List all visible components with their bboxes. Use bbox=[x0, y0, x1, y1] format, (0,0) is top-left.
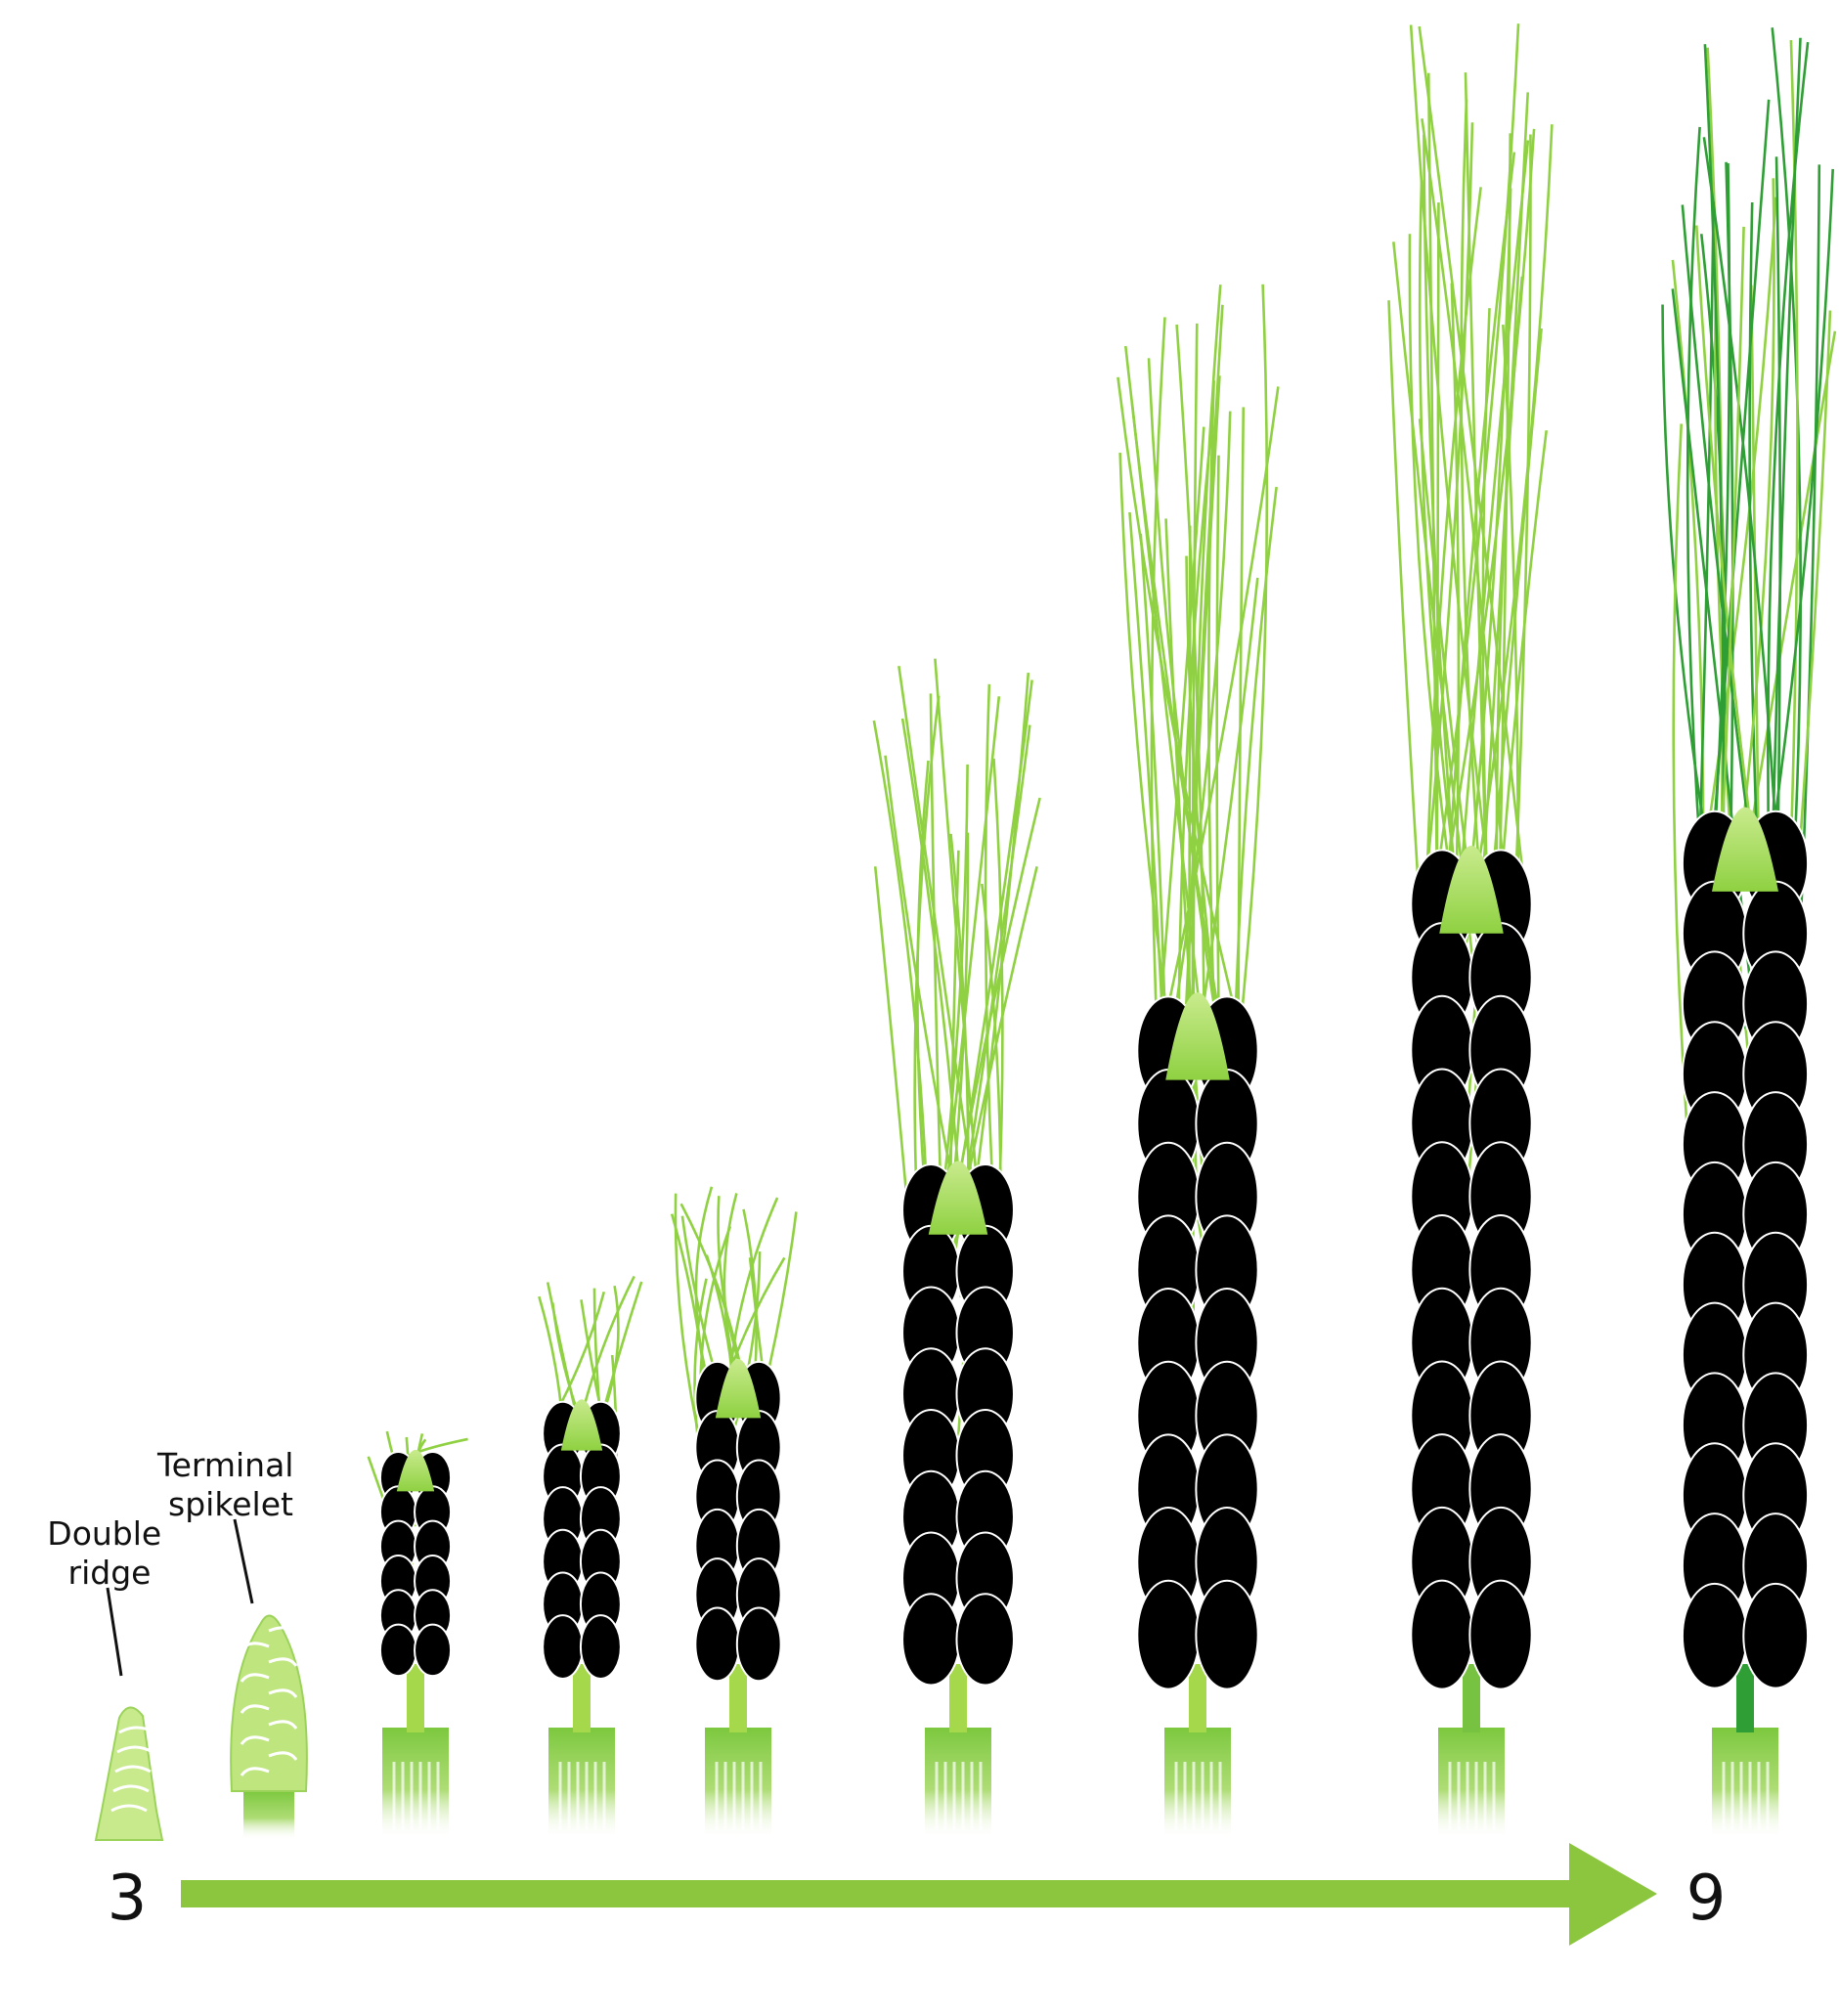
spike-stage-9 bbox=[1661, 27, 1837, 1840]
spikelet bbox=[414, 1623, 453, 1678]
spike-stage-1 bbox=[94, 1706, 164, 1841]
spike-stage-5 bbox=[670, 1186, 798, 1840]
spikelet-mark bbox=[268, 1626, 298, 1636]
awn bbox=[694, 1186, 714, 1381]
spikelets bbox=[542, 1399, 622, 1680]
double-ridge-line-2: ridge bbox=[68, 1554, 152, 1592]
spikelet-mark bbox=[268, 1751, 298, 1761]
terminal-spikelet-line-2: spikelet bbox=[168, 1485, 293, 1523]
terminal-spikelet-line-1: Terminal bbox=[156, 1446, 293, 1484]
terminal-spikelet bbox=[1711, 807, 1779, 892]
awn bbox=[1697, 197, 1777, 885]
awn bbox=[1460, 99, 1484, 918]
spikelets bbox=[1136, 992, 1259, 1690]
awn bbox=[1702, 137, 1777, 834]
spikelet-mark bbox=[240, 1704, 270, 1714]
spikelet bbox=[1410, 1579, 1474, 1690]
spikelet bbox=[1742, 1582, 1810, 1689]
spike-stem bbox=[1463, 1664, 1480, 1732]
spike-stage-4 bbox=[538, 1275, 643, 1840]
spikelet bbox=[735, 1606, 782, 1683]
spikelets bbox=[1410, 846, 1533, 1690]
spikelet-mark bbox=[240, 1642, 270, 1651]
terminal-spikelet-label: Terminal spikelet bbox=[156, 1446, 304, 1523]
spikelet-mark bbox=[240, 1673, 270, 1683]
spikelets bbox=[1681, 807, 1810, 1689]
spike-stem bbox=[407, 1664, 424, 1732]
ridge-mark bbox=[114, 1765, 152, 1774]
spike-base bbox=[243, 1791, 294, 1840]
progression-arrow-shaft bbox=[181, 1880, 1579, 1907]
spikelet bbox=[1195, 1579, 1259, 1690]
spikelets bbox=[901, 1161, 1015, 1687]
spike-stage-7 bbox=[1117, 284, 1280, 1840]
double-ridge-line-1: Double bbox=[47, 1514, 161, 1553]
progression-arrow-head bbox=[1569, 1843, 1657, 1946]
spike-stages bbox=[94, 23, 1837, 1841]
spikelet bbox=[694, 1606, 741, 1683]
spikelet-mark bbox=[240, 1735, 270, 1745]
terminal-spikelet bbox=[396, 1449, 435, 1492]
spikelet bbox=[955, 1593, 1015, 1687]
awn bbox=[1734, 178, 1775, 880]
scale-start-label: 3 bbox=[108, 1863, 148, 1935]
awn bbox=[1418, 25, 1524, 868]
spike-stage-8 bbox=[1387, 23, 1554, 1840]
ridge-mark bbox=[118, 1726, 155, 1734]
spikelets bbox=[378, 1449, 453, 1678]
awn bbox=[1496, 133, 1512, 962]
awn bbox=[1435, 202, 1440, 906]
spike-stem bbox=[1736, 1664, 1754, 1732]
double-ridge-leader bbox=[106, 1587, 123, 1677]
spikelet bbox=[901, 1593, 961, 1687]
awn bbox=[1408, 234, 1457, 911]
awn bbox=[1720, 226, 1745, 846]
terminal-spikelet-primordium bbox=[230, 1614, 308, 1792]
spike-stem bbox=[573, 1664, 591, 1732]
awn bbox=[1117, 376, 1245, 1043]
spike-stem bbox=[729, 1664, 747, 1732]
double-ridge-label: Double ridge bbox=[47, 1514, 171, 1592]
spike-stage-2 bbox=[230, 1614, 308, 1840]
spikelets bbox=[694, 1358, 782, 1683]
spikelet bbox=[1681, 1582, 1748, 1689]
awn bbox=[1154, 386, 1280, 1064]
ridge-mark bbox=[112, 1784, 150, 1793]
spikelet bbox=[1136, 1579, 1201, 1690]
terminal-spikelet bbox=[928, 1161, 988, 1235]
spike-stage-6 bbox=[872, 658, 1041, 1840]
awn bbox=[1409, 24, 1489, 864]
terminal-spikelet bbox=[1439, 846, 1504, 934]
awn bbox=[1686, 126, 1706, 912]
spikelet-mark bbox=[268, 1657, 298, 1667]
terminal-spikelet bbox=[560, 1399, 603, 1451]
spikelet-mark bbox=[268, 1688, 298, 1698]
terminal-spikelet-leader bbox=[233, 1518, 254, 1604]
spikelet bbox=[579, 1614, 622, 1680]
spikelet-mark bbox=[240, 1767, 270, 1776]
spike-stage-3 bbox=[367, 1430, 468, 1840]
awn bbox=[1124, 345, 1220, 1013]
double-ridge-primordium bbox=[94, 1706, 164, 1841]
terminal-spikelet bbox=[715, 1358, 762, 1419]
spikelet bbox=[1468, 1579, 1533, 1690]
awn bbox=[717, 1196, 744, 1374]
awn bbox=[1234, 284, 1269, 1074]
spikelet-mark bbox=[268, 1720, 298, 1730]
ridge-mark bbox=[116, 1745, 153, 1754]
terminal-spikelet bbox=[1165, 992, 1230, 1080]
ridge-mark bbox=[110, 1804, 148, 1813]
spike-stem bbox=[1189, 1664, 1206, 1732]
spikelet bbox=[378, 1623, 417, 1678]
spike-stem bbox=[949, 1664, 967, 1732]
scale-end-label: 9 bbox=[1686, 1863, 1727, 1935]
awn bbox=[1750, 285, 1761, 896]
spikelet bbox=[542, 1614, 585, 1680]
